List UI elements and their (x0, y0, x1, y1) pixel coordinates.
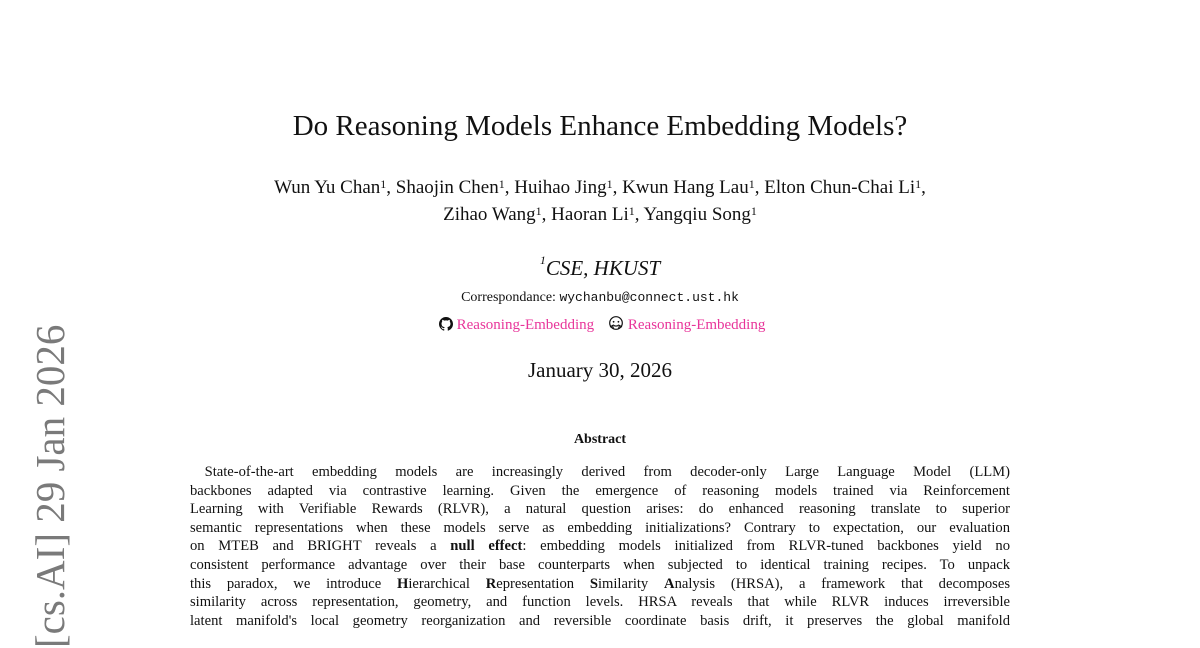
author-name: Huihao Jing (514, 177, 607, 198)
abstract-line: similarity across representation, geomet… (190, 594, 1010, 611)
author-name: Shaojin Chen (395, 177, 499, 198)
abstract-line: State-of-the-art embedding models are in… (190, 464, 1010, 480)
author-name: Zihao Wang (443, 204, 536, 225)
author-affiliation-mark: 1 (628, 204, 635, 218)
abstract-heading: Abstract (573, 432, 627, 447)
abstract-line: on MTEB and BRIGHT reveals a null effect… (190, 538, 1010, 555)
author-name: Wun Yu Chan (274, 177, 381, 198)
author-name: Kwun Hang Lau (622, 177, 749, 198)
huggingface-link[interactable]: Reasoning-Embedding (627, 317, 766, 333)
author-affiliation-mark: 1 (606, 177, 613, 191)
affiliation: 1CSE, HKUST (0, 253, 1200, 281)
abstract-line: Learning with Verifiable Rewards (RLVR),… (190, 501, 1010, 518)
authors-line-2: Zihao Wang1, Haoran Li1, Yangqiu Song1 (443, 204, 757, 225)
correspondence-label: Correspondance: (461, 290, 556, 305)
abstract-line: this paradox, we introduce Hierarchical … (190, 575, 1010, 592)
resource-links: Reasoning-Embedding Reasoning-Embedding (0, 316, 1200, 336)
author-name: Haoran Li (551, 204, 629, 225)
huggingface-icon[interactable] (608, 316, 624, 336)
correspondence: Correspondance: wychanbu@connect.ust.hk (0, 290, 1200, 306)
abstract-line: latent manifold's local geometry reorgan… (190, 612, 1010, 629)
abstract-line: semantic representations when these mode… (190, 519, 1010, 536)
author-affiliation-mark: 1 (535, 204, 542, 218)
author-affiliation-mark: 1 (498, 177, 505, 191)
correspondence-email[interactable]: wychanbu@connect.ust.hk (559, 290, 739, 305)
author-affiliation-mark: 1 (380, 177, 387, 191)
abstract-line: backbones adapted via contrastive learni… (190, 482, 1010, 499)
author-affiliation-mark: 1 (750, 204, 757, 218)
authors-line-1: Wun Yu Chan1, Shaojin Chen1, Huihao Jing… (274, 177, 926, 198)
author-list: Wun Yu Chan1, Shaojin Chen1, Huihao Jing… (0, 174, 1200, 228)
github-icon[interactable] (438, 317, 453, 336)
paper-title: Do Reasoning Models Enhance Embedding Mo… (292, 110, 908, 142)
affiliation-name: CSE, HKUST (545, 256, 661, 280)
author-name: Elton Chun-Chai Li (764, 177, 916, 198)
author-affiliation-mark: 1 (915, 177, 922, 191)
paper-date: January 30, 2026 (527, 358, 673, 382)
affiliation-mark: 1 (539, 253, 546, 267)
author-name: Yangqiu Song (643, 204, 751, 225)
abstract-body: State-of-the-art embedding models are in… (190, 463, 1010, 630)
abstract-line: consistent performance advantage over th… (190, 556, 1010, 573)
author-affiliation-mark: 1 (748, 177, 755, 191)
github-link[interactable]: Reasoning-Embedding (456, 317, 595, 333)
